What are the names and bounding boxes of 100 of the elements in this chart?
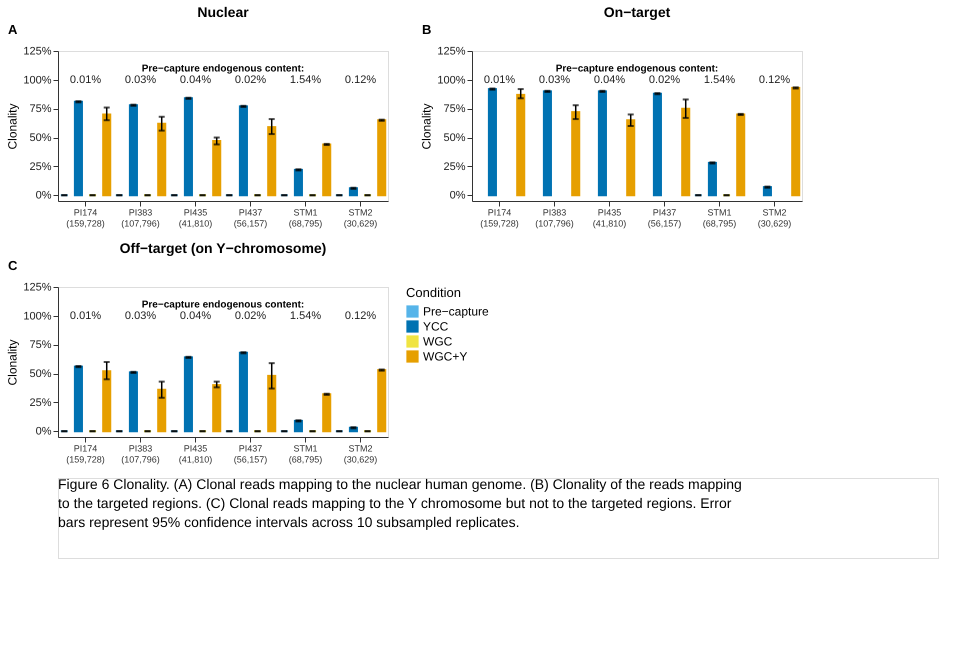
- annotation: 0.02%: [648, 74, 680, 86]
- bar: [184, 97, 193, 196]
- annotation: 0.12%: [344, 74, 376, 86]
- caption: Figure 6 Clonality. (A) Clonal reads mapping to the nuclear human genome. (B) Clonality of the reads mapping to the targeted regions. (C) Clonal reads mapping to the Y chromosome but not to the targeted regions. Error bars represent 95% confidence intervals across 10 subsampled replicates.: [58, 476, 742, 530]
- bar: [681, 108, 690, 196]
- bar: [488, 88, 497, 196]
- x-tick-label: STM2 (30,629): [758, 208, 792, 228]
- bar: [238, 105, 248, 196]
- y-tick-label: 0%: [36, 426, 52, 438]
- x-tick-label: PI174 (159,728): [66, 208, 105, 228]
- annotation: 0.04%: [180, 74, 212, 86]
- y-tick-label: 50%: [443, 132, 466, 144]
- bar: [74, 366, 83, 432]
- chart-title: On−target: [604, 4, 671, 20]
- bar: [322, 393, 332, 432]
- annotation: 0.01%: [70, 74, 102, 86]
- annotation: 0.03%: [124, 74, 156, 86]
- bar: [516, 94, 526, 196]
- y-tick-label: 0%: [36, 190, 52, 202]
- annotation: 0.02%: [234, 74, 266, 86]
- bar: [571, 111, 580, 196]
- y-tick-label: 125%: [437, 46, 466, 58]
- x-tick-label: PI383 (107,796): [535, 208, 574, 228]
- bar: [708, 162, 717, 196]
- annotation: Pre−capture endogenous content:: [142, 63, 304, 74]
- y-tick-label: 50%: [29, 368, 52, 380]
- annotation: 0.12%: [344, 310, 376, 322]
- bar: [542, 90, 552, 196]
- legend-label: YCC: [423, 320, 449, 334]
- bar: [652, 92, 662, 196]
- bar: [157, 388, 166, 432]
- legend-label: WGC: [423, 334, 453, 348]
- annotation: Pre−capture endogenous content:: [142, 299, 304, 310]
- x-tick-label: PI435 (41,810): [178, 208, 212, 228]
- bar: [377, 369, 386, 432]
- x-tick-label: PI383 (107,796): [121, 444, 160, 464]
- y-tick-label: 125%: [23, 282, 52, 294]
- text: C: [8, 258, 18, 273]
- annotation: 0.03%: [124, 310, 156, 322]
- bar: [267, 374, 276, 432]
- x-tick-label: PI383 (107,796): [121, 208, 160, 228]
- x-tick-label: STM1 (68,795): [288, 444, 322, 464]
- x-tick-label: PI435 (41,810): [592, 208, 626, 228]
- bar: [294, 168, 303, 196]
- x-tick-label: PI174 (159,728): [480, 208, 519, 228]
- y-tick-label: 75%: [29, 339, 52, 352]
- bar: [238, 352, 248, 432]
- x-tick-label: PI437 (56,157): [648, 208, 682, 228]
- y-tick-label: 125%: [23, 46, 52, 58]
- annotation: Pre−capture endogenous content:: [556, 63, 718, 74]
- annotation: 0.01%: [70, 310, 102, 322]
- y-tick-label: 75%: [29, 103, 52, 116]
- y-axis-title: Clonality: [5, 339, 20, 386]
- annotation: 1.54%: [704, 74, 736, 86]
- y-axis-title: Clonality: [419, 103, 434, 150]
- x-tick-label: PI437 (56,157): [234, 444, 268, 464]
- bar: [377, 119, 386, 196]
- bar: [184, 356, 193, 432]
- y-tick-label: 25%: [29, 160, 52, 173]
- bar: [736, 113, 746, 196]
- x-tick-label: STM1 (68,795): [288, 208, 322, 228]
- y-tick-label: 100%: [437, 74, 466, 86]
- annotation: 0.04%: [180, 310, 212, 322]
- annotation: 0.04%: [594, 74, 626, 86]
- annotation: 0.12%: [758, 74, 790, 86]
- y-tick-label: 25%: [29, 396, 52, 409]
- x-tick-label: STM2 (30,629): [344, 208, 378, 228]
- bar: [128, 104, 138, 196]
- bar: [102, 113, 112, 196]
- bar: [128, 371, 138, 432]
- y-tick-label: 0%: [450, 190, 466, 202]
- x-tick-label: STM2 (30,629): [344, 444, 378, 464]
- bar: [157, 122, 166, 196]
- bar: [791, 86, 800, 196]
- y-tick-label: 75%: [443, 103, 466, 116]
- y-axis-title: Clonality: [5, 103, 20, 150]
- annotation: 0.02%: [234, 310, 266, 322]
- x-tick-label: STM1 (68,795): [702, 208, 736, 228]
- x-tick-label: PI435 (41,810): [178, 444, 212, 464]
- bar: [102, 370, 112, 432]
- text: B: [422, 22, 432, 37]
- annotation: 1.54%: [290, 310, 322, 322]
- bar: [598, 90, 607, 196]
- legend-label: WGC+Y: [423, 350, 468, 364]
- bar: [267, 126, 276, 196]
- y-tick-label: 50%: [29, 132, 52, 144]
- chart-title: Nuclear: [197, 4, 250, 20]
- x-tick-label: PI174 (159,728): [66, 444, 105, 464]
- annotation: 1.54%: [290, 74, 322, 86]
- y-tick-label: 100%: [23, 310, 52, 322]
- annotation: 0.01%: [484, 74, 516, 86]
- x-tick-label: PI437 (56,157): [234, 208, 268, 228]
- chart-title: Off−target (on Y−chromosome): [120, 240, 326, 256]
- y-tick-label: 25%: [443, 160, 466, 173]
- annotation: 0.03%: [538, 74, 570, 86]
- y-tick-label: 100%: [23, 74, 52, 86]
- bar: [322, 143, 332, 196]
- bar: [626, 119, 636, 196]
- text: A: [8, 22, 18, 37]
- bar: [74, 100, 83, 196]
